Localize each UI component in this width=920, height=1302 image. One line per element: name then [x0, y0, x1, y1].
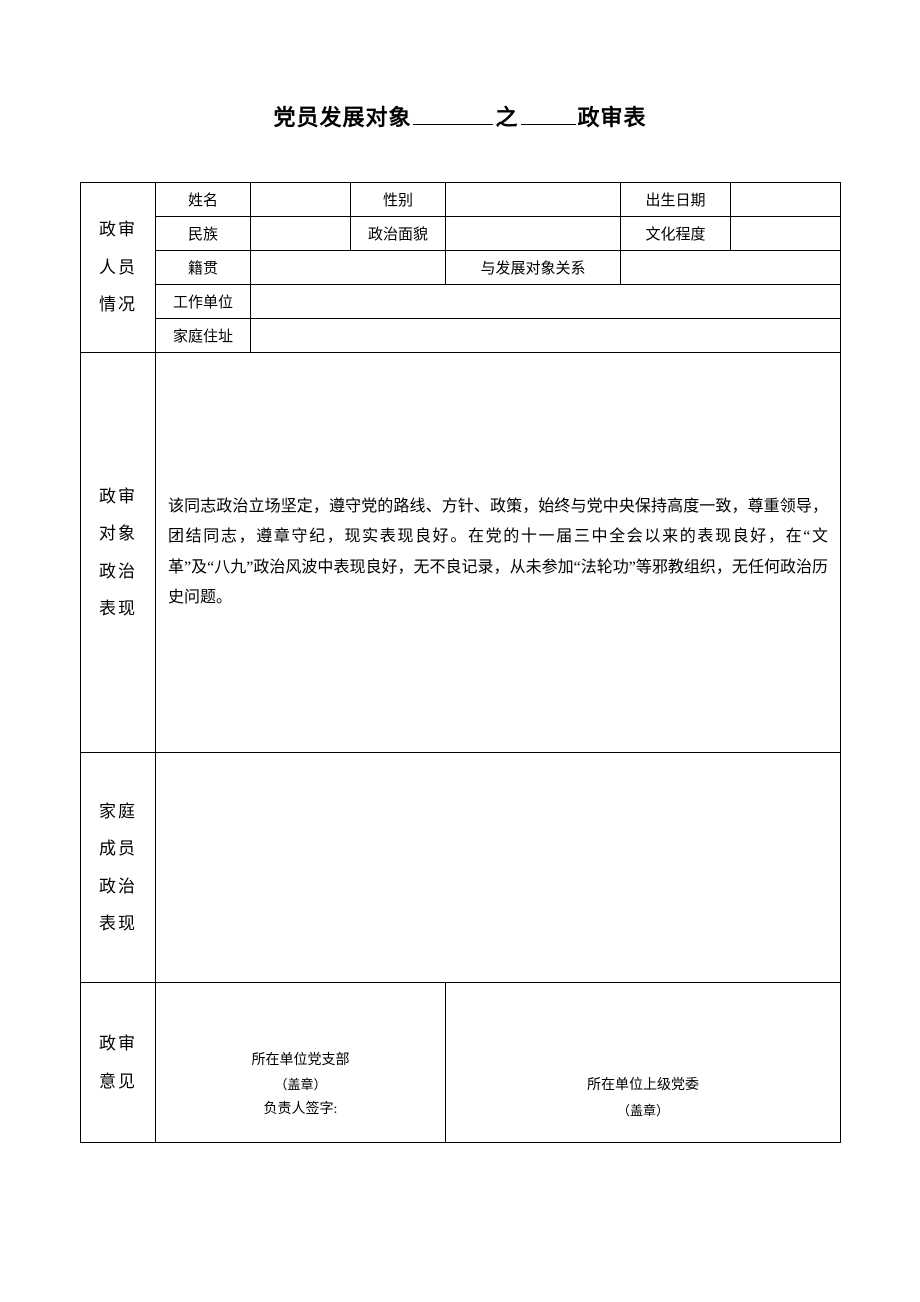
political-value: [446, 217, 621, 251]
opinion-row: 政审 意见 所在单位党支部 （盖章） 负责人签字: 所在单位上级党委 （盖章）: [81, 983, 841, 1143]
opinion-right-line2: （盖章）: [450, 1099, 836, 1122]
name-value: [251, 183, 351, 217]
education-label: 文化程度: [621, 217, 731, 251]
birthdate-label: 出生日期: [621, 183, 731, 217]
ethnicity-label: 民族: [156, 217, 251, 251]
origin-label: 籍贯: [156, 251, 251, 285]
political-performance-content: 该同志政治立场坚定，遵守党的路线、方针、政策，始终与党中央保持高度一致，尊重领导…: [156, 353, 841, 753]
gender-value: [446, 183, 621, 217]
address-value: [251, 319, 841, 353]
title-prefix: 党员发展对象: [273, 105, 411, 130]
political-performance-row: 政审 对象 政治 表现 该同志政治立场坚定，遵守党的路线、方针、政策，始终与党中…: [81, 353, 841, 753]
gender-label: 性别: [351, 183, 446, 217]
family-performance-content: [156, 753, 841, 983]
origin-value: [251, 251, 446, 285]
opinion-right-cell: 所在单位上级党委 （盖章）: [446, 983, 841, 1143]
opinion-left-line3: 负责人签字:: [160, 1097, 441, 1122]
name-label: 姓名: [156, 183, 251, 217]
page-title: 党员发展对象 之 政审表: [80, 100, 840, 132]
family-performance-row: 家庭 成员 政治 表现: [81, 753, 841, 983]
section-header-person-info: 政审 人员 情况: [81, 183, 156, 353]
political-label: 政治面貌: [351, 217, 446, 251]
section-header-political-performance: 政审 对象 政治 表现: [81, 353, 156, 753]
title-mid: 之: [495, 105, 518, 130]
workunit-value: [251, 285, 841, 319]
opinion-left-line1: 所在单位党支部: [160, 1048, 441, 1073]
info-row-3: 籍贯 与发展对象关系: [81, 251, 841, 285]
info-row-2: 民族 政治面貌 文化程度: [81, 217, 841, 251]
title-blank-1: [413, 124, 493, 125]
review-form-table: 政审 人员 情况 姓名 性别 出生日期 民族 政治面貌 文化程度 籍贯 与发展对…: [80, 182, 841, 1143]
section-header-family-performance: 家庭 成员 政治 表现: [81, 753, 156, 983]
opinion-left-line2: （盖章）: [160, 1073, 441, 1096]
birthdate-value: [731, 183, 841, 217]
workunit-label: 工作单位: [156, 285, 251, 319]
opinion-left-cell: 所在单位党支部 （盖章） 负责人签字:: [156, 983, 446, 1143]
title-suffix: 政审表: [578, 105, 647, 130]
address-label: 家庭住址: [156, 319, 251, 353]
title-blank-2: [521, 124, 576, 125]
relation-value: [621, 251, 841, 285]
ethnicity-value: [251, 217, 351, 251]
info-row-5: 家庭住址: [81, 319, 841, 353]
education-value: [731, 217, 841, 251]
info-row-1: 政审 人员 情况 姓名 性别 出生日期: [81, 183, 841, 217]
section-header-opinion: 政审 意见: [81, 983, 156, 1143]
info-row-4: 工作单位: [81, 285, 841, 319]
opinion-right-line1: 所在单位上级党委: [450, 1073, 836, 1098]
relation-label: 与发展对象关系: [446, 251, 621, 285]
